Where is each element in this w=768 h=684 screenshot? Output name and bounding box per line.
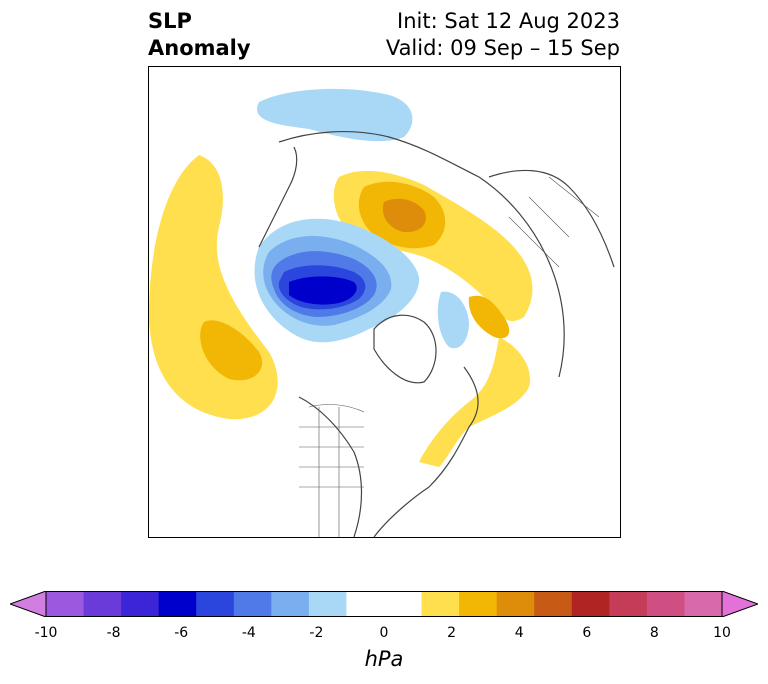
negative-anomaly-arctic-north xyxy=(257,88,413,142)
colorbar-segment xyxy=(308,591,347,617)
colorbar-tick-label: 4 xyxy=(514,625,524,641)
colorbar-segment xyxy=(646,591,685,617)
colorbar-segment xyxy=(496,591,535,617)
negative-anomaly-canada-core xyxy=(289,276,357,305)
coast-europe xyxy=(488,169,615,268)
colorbar-tick-label: -8 xyxy=(106,625,121,641)
coastlines xyxy=(258,130,615,537)
colorbar-segment xyxy=(346,591,385,617)
colorbar-segment xyxy=(196,591,235,617)
map-canvas xyxy=(149,88,615,537)
coast-siberia xyxy=(278,130,565,378)
colorbar-segment xyxy=(534,591,573,617)
coast-greenland xyxy=(373,314,437,384)
peak-positive-anomaly-siberia xyxy=(382,198,426,233)
colorbar-tick-label: -2 xyxy=(309,625,324,641)
colorbar-segment xyxy=(459,591,498,617)
border-us-canada xyxy=(308,404,365,413)
colorbar-tick-label: 2 xyxy=(447,625,457,641)
colorbar-segment xyxy=(271,591,310,617)
colorbar-tick-label: -4 xyxy=(241,625,256,641)
colorbar-segment xyxy=(684,591,723,617)
borders xyxy=(299,176,600,537)
colorbar-tick-label: -6 xyxy=(174,625,189,641)
coast-alaska xyxy=(258,146,298,248)
colorbar-segment xyxy=(83,591,122,617)
colorbar-segment xyxy=(421,591,460,617)
colorbar-segment xyxy=(158,591,197,617)
init-date: Init: Sat 12 Aug 2023 xyxy=(397,9,620,33)
forecast-dates: Init: Sat 12 Aug 2023 Valid: 09 Sep – 15… xyxy=(386,8,620,62)
positive-anomaly-atlantic xyxy=(419,337,530,467)
colorbar-segment xyxy=(46,591,85,617)
positive-anomaly-europe xyxy=(468,295,510,339)
colorbar-segment xyxy=(609,591,648,617)
colorbar-segment xyxy=(233,591,272,617)
coast-north-america xyxy=(298,366,479,537)
title-line-1: SLP xyxy=(148,9,192,33)
colorbar-tick-label: 0 xyxy=(379,625,389,641)
strong-positive-anomaly-pacific xyxy=(200,320,263,381)
border-us-states xyxy=(299,407,364,537)
colorbar xyxy=(10,591,758,617)
colorbar-segment xyxy=(384,591,423,617)
slp-anomaly-map xyxy=(148,66,621,538)
title-line-2: Anomaly xyxy=(148,36,251,60)
negative-anomaly-greenland-sea xyxy=(437,291,469,349)
colorbar-tick-label: 10 xyxy=(713,625,731,641)
colorbar-tick-label: 6 xyxy=(582,625,592,641)
colorbar-label: hPa xyxy=(364,647,404,671)
valid-dates: Valid: 09 Sep – 15 Sep xyxy=(385,36,620,60)
colorbar-segment xyxy=(571,591,610,617)
colorbar-frame xyxy=(45,591,723,617)
border-russia xyxy=(508,176,600,268)
map-title: SLP Anomaly xyxy=(148,8,251,62)
colorbar-tick-label: -10 xyxy=(34,625,58,641)
colorbar-under-triangle xyxy=(10,591,47,617)
colorbar-segment xyxy=(121,591,160,617)
colorbar-tick-label: 8 xyxy=(649,625,659,641)
colorbar-over-triangle xyxy=(721,591,758,617)
